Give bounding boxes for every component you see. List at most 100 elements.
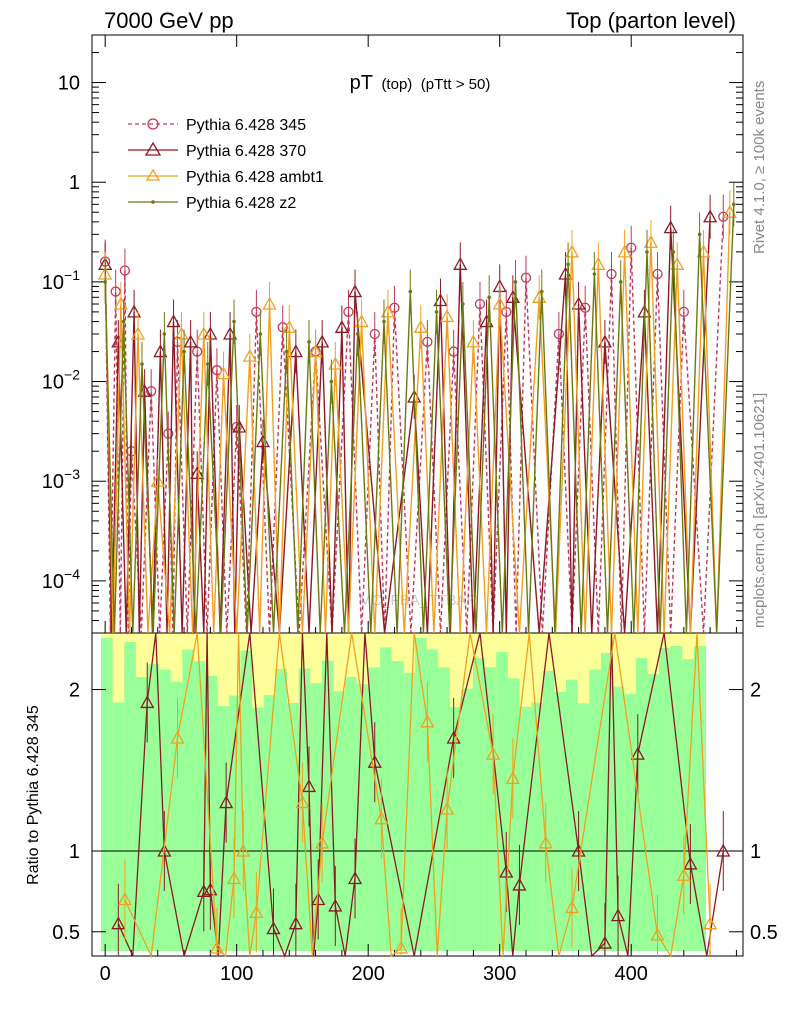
data-point — [566, 262, 570, 267]
band-green — [659, 647, 672, 951]
band-green — [693, 646, 706, 951]
data-point — [308, 344, 323, 358]
data-point — [663, 220, 678, 234]
ratio-point — [420, 714, 435, 728]
title-sub-b: (pTtt > 50) — [421, 76, 491, 93]
y-tick-label: 10 — [58, 73, 80, 95]
y-tick-exponent: −4 — [64, 566, 80, 582]
ratio-uncertainty-band — [92, 633, 743, 951]
data-point — [513, 280, 518, 284]
ratio-point — [249, 905, 264, 919]
data-point — [347, 284, 363, 298]
band-green — [112, 702, 125, 951]
data-point — [408, 289, 413, 294]
data-point — [580, 302, 591, 313]
data-point — [288, 344, 303, 358]
ratio-point — [226, 871, 242, 885]
band-green — [577, 703, 590, 951]
data-point — [190, 465, 205, 479]
x-tick-label: 100 — [220, 963, 253, 985]
data-point — [618, 280, 623, 284]
data-point — [166, 314, 181, 328]
ratio-point — [571, 843, 586, 857]
ratio-point — [393, 940, 409, 954]
ratio-point — [170, 730, 185, 744]
y-tick-mantissa: 10 — [58, 73, 80, 95]
band-green — [333, 691, 346, 951]
band-green — [287, 702, 300, 951]
ratio-tick-label: 1 — [69, 841, 80, 863]
y-tick-label: 10−4 — [42, 566, 80, 593]
data-point — [242, 348, 257, 362]
band-green — [426, 649, 439, 951]
data-point — [119, 265, 131, 276]
data-point — [380, 304, 396, 318]
y-tick-label: 1 — [69, 172, 80, 194]
band-green — [484, 667, 497, 951]
ratio-point — [564, 900, 580, 914]
band-green — [554, 691, 567, 951]
data-point — [466, 334, 481, 348]
ratio-point — [117, 892, 132, 906]
data-point — [103, 280, 107, 284]
y-tick-label: 10−1 — [42, 267, 80, 294]
legend-marker-370 — [144, 141, 162, 156]
data-point — [645, 250, 649, 254]
data-point — [571, 296, 586, 310]
band-green — [147, 664, 160, 951]
data-point — [182, 349, 186, 354]
data-point — [121, 319, 126, 324]
data-point — [422, 336, 433, 348]
data-point — [592, 272, 597, 276]
data-point — [389, 302, 400, 313]
ratio-line — [117, 632, 724, 958]
data-point — [474, 298, 486, 310]
band-green — [275, 668, 288, 951]
data-point — [232, 319, 236, 324]
band-green — [263, 695, 276, 951]
data-point — [343, 306, 354, 318]
band-green — [414, 638, 427, 951]
legend-marker-345 — [147, 118, 159, 130]
data-point — [553, 328, 565, 340]
main-series — [98, 182, 737, 634]
ratio-tick-label-right: 1 — [750, 841, 761, 863]
ratio-point — [538, 835, 553, 849]
ratio-point — [676, 867, 691, 881]
band-green — [356, 684, 369, 951]
data-point — [492, 296, 507, 310]
legend: Pythia 6.428 345 Pythia 6.428 370 Pythia… — [128, 117, 324, 212]
y-tick-mantissa: 10 — [42, 372, 64, 394]
series-line — [104, 204, 735, 634]
x-tick-label: 0 — [100, 963, 111, 985]
ratio-point — [236, 843, 251, 857]
ratio-point — [311, 892, 326, 906]
data-point — [307, 340, 311, 344]
y-tick-label: 10−3 — [42, 466, 80, 493]
data-point — [216, 366, 231, 380]
data-point — [597, 334, 613, 348]
data-point — [282, 319, 297, 333]
ratio-point — [315, 835, 330, 849]
x-tick-label: 200 — [351, 963, 384, 985]
band-green — [368, 667, 381, 951]
data-point — [284, 349, 289, 354]
ratio-tick-label: 0.5 — [52, 922, 80, 944]
ratio-point — [374, 811, 389, 825]
data-point — [413, 319, 428, 333]
x-tick-label: 400 — [615, 963, 648, 985]
data-point — [315, 334, 330, 348]
data-point — [501, 306, 512, 318]
band-green — [600, 653, 613, 951]
collider-label: 7000 GeV pp — [104, 8, 234, 33]
legend-label-370: Pythia 6.428 370 — [186, 143, 306, 160]
data-point — [591, 256, 606, 270]
data-point — [354, 314, 369, 328]
ratio-point — [505, 770, 520, 784]
data-point — [487, 295, 491, 300]
data-point — [140, 362, 144, 366]
data-point — [329, 379, 334, 384]
title-main: pT — [350, 72, 373, 94]
